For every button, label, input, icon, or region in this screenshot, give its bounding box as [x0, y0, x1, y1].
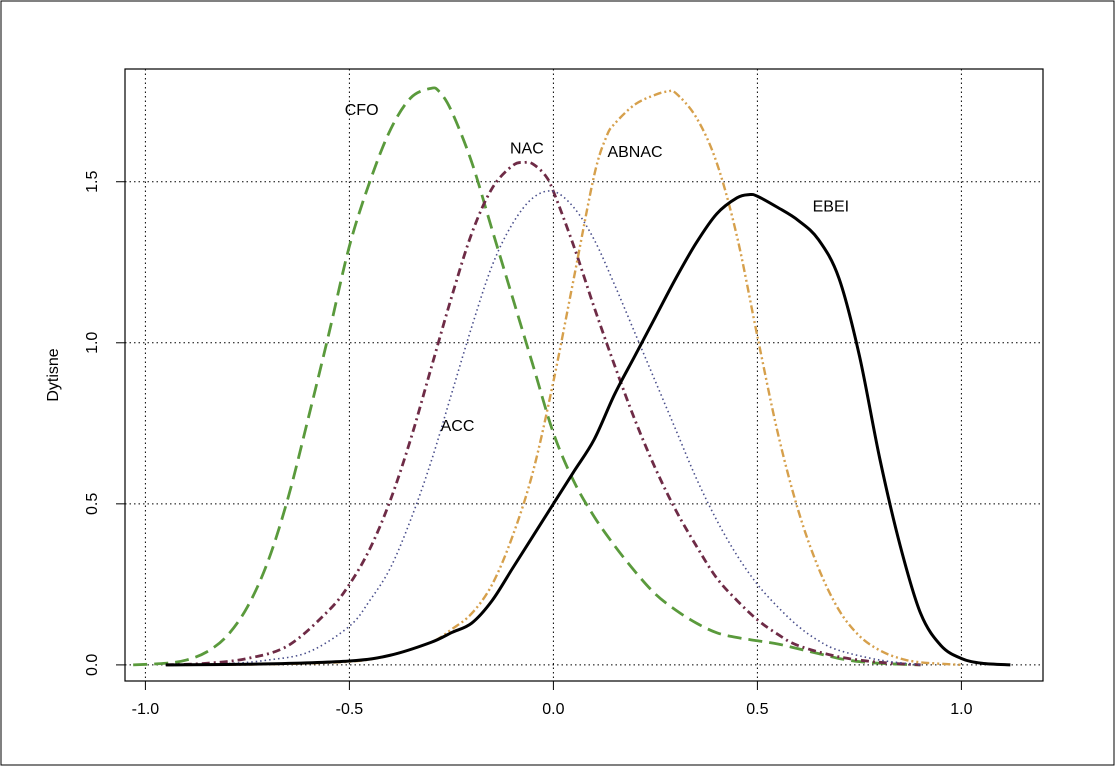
series-label-nac: NAC — [510, 141, 544, 158]
grid-lines — [125, 69, 1043, 681]
series-label-acc: ACC — [441, 418, 475, 435]
x-tick-label: 0.5 — [746, 701, 768, 718]
x-tick-label: 1.0 — [950, 701, 972, 718]
y-axis-title: Dytisne — [45, 348, 62, 401]
x-tick-label: 0.0 — [542, 701, 564, 718]
series-line-acc — [165, 190, 921, 666]
x-tick-label: -0.5 — [336, 701, 364, 718]
y-tick-label: 0.5 — [84, 493, 101, 515]
y-tick-label: 0.0 — [84, 654, 101, 676]
series-label-cfo: CFO — [345, 102, 379, 119]
plot-area-border — [124, 68, 1044, 682]
series-line-ebei — [165, 192, 1011, 667]
x-axis: -1.0 -0.5 0.0 0.5 1.0 — [132, 681, 973, 718]
series-label-abnac: ABNAC — [607, 144, 662, 161]
series-line-nac — [165, 160, 921, 667]
series-labels: CFO NAC ACC ABNAC EBEI — [345, 102, 849, 435]
y-axis: 0.0 0.5 1.0 1.5 — [84, 171, 125, 676]
series-label-ebei: EBEI — [813, 199, 849, 216]
y-tick-label: 1.0 — [84, 332, 101, 354]
series-line-cfo — [133, 86, 921, 667]
x-tick-label: -1.0 — [132, 701, 160, 718]
series-line-abnac — [186, 89, 962, 667]
y-tick-label: 1.5 — [84, 171, 101, 193]
series-layer — [133, 86, 1011, 667]
